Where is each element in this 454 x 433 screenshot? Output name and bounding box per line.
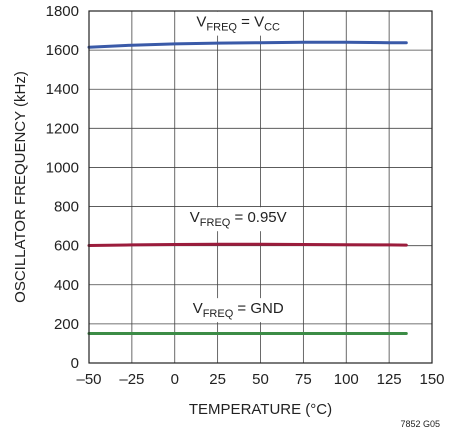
series-label-2: VFREQ = 0.95V [190,209,287,229]
figure-code: 7852 G05 [400,419,440,429]
x-tick-label: 100 [334,371,359,388]
y-tick-label: 0 [71,355,79,372]
series-label-background [186,298,290,323]
series-labels: VFREQ = VCC VFREQ = 0.95V VFREQ = GND [183,11,293,323]
series-label-background [190,11,287,36]
series-line-1 [87,40,408,49]
series-layer [87,40,408,335]
y-tick-label: 1600 [46,42,79,59]
x-tick-label: 0 [171,371,179,388]
series-label-3: VFREQ = GND [193,300,284,320]
y-tick-label: 600 [54,238,79,255]
y-tick-label: 400 [54,277,79,294]
x-axis-title: TEMPERATURE (°C) [189,401,332,418]
y-tick-labels: 0 200 400 600 800 1000 1200 1400 1600 1800 [46,3,79,372]
y-tick-label: 200 [54,316,79,333]
grid [89,11,432,363]
x-tick-label: 25 [209,371,226,388]
y-tick-label: 1200 [46,120,79,137]
x-tick-label: –50 [76,371,101,388]
series-line-2 [87,242,408,247]
y-tick-label: 1800 [46,3,79,20]
x-tick-label: 150 [419,371,444,388]
series-label-background [183,207,293,232]
x-tick-label: 50 [252,371,269,388]
x-tick-label: 75 [295,371,312,388]
series-label-1: VFREQ = VCC [196,14,280,34]
y-tick-label: 1400 [46,81,79,98]
x-tick-label: –25 [119,371,144,388]
x-tick-labels: –50 –25 0 25 50 75 100 125 150 [76,371,444,388]
y-tick-label: 800 [54,199,79,216]
plot-frame [88,10,433,364]
y-tick-label: 1000 [46,159,79,176]
x-tick-label: 125 [377,371,402,388]
y-axis-title: OSCILLATOR FREQUENCY (kHz) [12,71,29,303]
